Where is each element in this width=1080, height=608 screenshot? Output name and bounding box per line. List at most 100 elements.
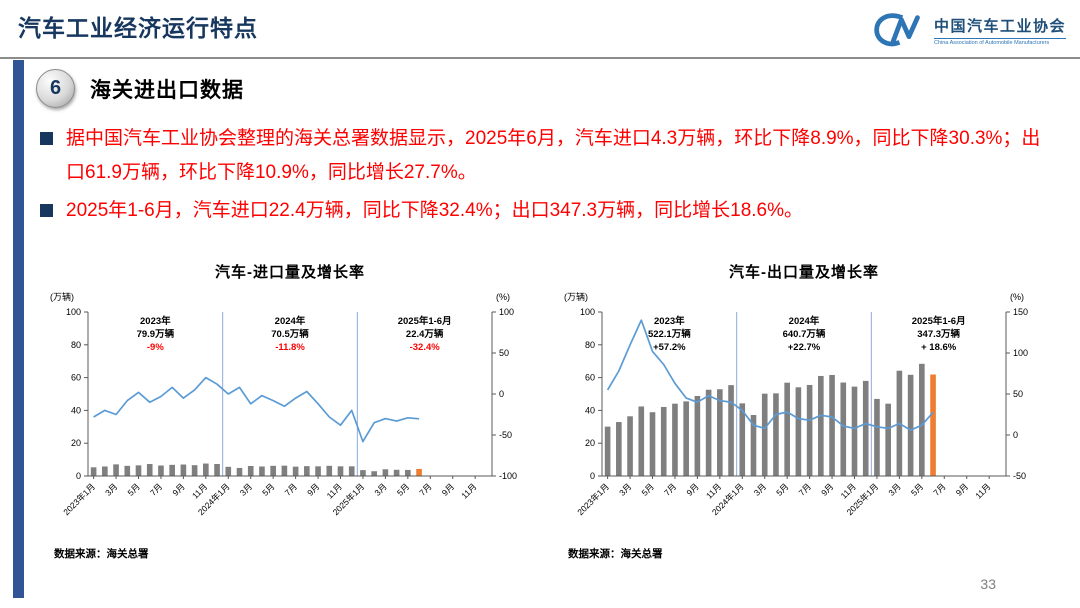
section-header: 6 海关进出口数据 (36, 69, 1080, 108)
left-accent-bar (13, 60, 24, 598)
bullet-item: 2025年1-6月，汽车进口22.4万辆，同比下降32.4%；出口347.3万辆… (40, 194, 1054, 228)
svg-text:9月: 9月 (305, 482, 321, 498)
svg-text:11月: 11月 (704, 482, 723, 501)
slide-body: 6 海关进出口数据 据中国汽车工业协会整理的海关总署数据显示，2025年6月，汽… (0, 59, 1080, 561)
svg-text:0: 0 (499, 389, 504, 399)
svg-text:11月: 11月 (839, 482, 858, 501)
svg-text:+57.2%: +57.2% (653, 342, 686, 353)
svg-text:-32.4%: -32.4% (410, 342, 441, 353)
svg-text:3月: 3月 (752, 482, 768, 498)
import-chart: 汽车-进口量及增长率 100 80 60 40 20 0 100 50 0 -50 -100 (万辆)… (40, 261, 540, 561)
svg-text:11月: 11月 (459, 482, 478, 501)
svg-text:347.3万辆: 347.3万辆 (917, 328, 960, 340)
svg-text:5月: 5月 (639, 482, 655, 498)
bullet-square-icon (40, 132, 53, 145)
svg-text:2025年1-6月: 2025年1-6月 (912, 315, 966, 327)
bullet-item: 据中国汽车工业协会整理的海关总署数据显示，2025年6月，汽车进口4.3万辆，环… (40, 122, 1054, 190)
svg-text:(万辆): (万辆) (564, 291, 588, 302)
svg-text:2025年1-6月: 2025年1-6月 (398, 315, 452, 327)
svg-text:100: 100 (1013, 348, 1028, 358)
export-chart: 汽车-出口量及增长率 100 80 60 40 20 0 150 100 50 0 -50 (万辆)(… (554, 261, 1054, 561)
svg-text:2023年1月: 2023年1月 (61, 482, 97, 518)
svg-text:9月: 9月 (684, 482, 700, 498)
header: 汽车工业经济运行特点 中国汽车工业协会 China Association of… (0, 0, 1080, 57)
svg-text:11月: 11月 (190, 482, 209, 501)
svg-text:3月: 3月 (238, 482, 254, 498)
svg-text:50: 50 (1013, 389, 1023, 399)
svg-text:5月: 5月 (260, 482, 276, 498)
logo-org-name-en: China Association of Automobile Manufact… (933, 37, 1066, 46)
logo-text: 中国汽车工业协会 China Association of Automobile… (933, 15, 1066, 46)
svg-text:(万辆): (万辆) (50, 291, 74, 302)
caam-logo: 中国汽车工业协会 China Association of Automobile… (870, 11, 1066, 49)
import-chart-title: 汽车-进口量及增长率 (215, 264, 365, 282)
svg-text:9月: 9月 (954, 482, 970, 498)
svg-text:9月: 9月 (819, 482, 835, 498)
svg-text:40: 40 (71, 406, 81, 416)
svg-text:2023年: 2023年 (654, 315, 685, 327)
svg-text:5月: 5月 (395, 482, 411, 498)
import-chart-canvas: 100 80 60 40 20 0 100 50 0 -50 -100 (万辆) (%) 2023年1月 3… (50, 291, 517, 518)
svg-text:-11.8%: -11.8% (275, 342, 305, 353)
section-number-badge: 6 (36, 69, 75, 108)
svg-text:+22.7%: +22.7% (788, 342, 821, 353)
svg-text:640.7万辆: 640.7万辆 (783, 328, 826, 340)
svg-text:3月: 3月 (886, 482, 902, 498)
caam-logo-icon (874, 13, 920, 47)
import-chart-source: 数据来源：海关总署 (54, 548, 149, 561)
svg-text:11月: 11月 (973, 482, 992, 501)
svg-text:7月: 7月 (662, 482, 678, 498)
svg-text:7月: 7月 (148, 482, 164, 498)
export-chart-title: 汽车-出口量及增长率 (729, 264, 879, 282)
svg-text:100: 100 (66, 307, 81, 317)
page-number: 33 (980, 576, 996, 592)
svg-text:2023年1月: 2023年1月 (575, 482, 611, 518)
svg-text:100: 100 (580, 307, 595, 317)
svg-text:9月: 9月 (170, 482, 186, 498)
svg-text:80: 80 (71, 340, 81, 350)
charts-row: 汽车-进口量及增长率 100 80 60 40 20 0 100 50 0 -50 -100 (万辆)… (40, 261, 1080, 561)
svg-text:7月: 7月 (417, 482, 433, 498)
svg-text:100: 100 (499, 307, 514, 317)
bullet-square-icon (40, 203, 53, 217)
svg-text:20: 20 (585, 439, 595, 449)
svg-text:2023年: 2023年 (140, 315, 171, 327)
svg-text:2024年: 2024年 (789, 315, 820, 327)
svg-text:70.5万辆: 70.5万辆 (271, 328, 309, 340)
svg-text:-50: -50 (499, 430, 512, 440)
svg-text:3月: 3月 (103, 482, 119, 498)
header-divider (0, 57, 1080, 59)
svg-text:80: 80 (585, 340, 595, 350)
svg-text:20: 20 (71, 439, 81, 449)
bullet-text: 2025年1-6月，汽车进口22.4万辆，同比下降32.4%；出口347.3万辆… (66, 199, 804, 221)
svg-text:2024年: 2024年 (275, 315, 306, 327)
svg-text:40: 40 (585, 406, 595, 416)
svg-text:5月: 5月 (909, 482, 925, 498)
svg-text:3月: 3月 (617, 482, 633, 498)
svg-text:7月: 7月 (283, 482, 299, 498)
svg-text:5月: 5月 (774, 482, 790, 498)
section-title: 海关进出口数据 (90, 78, 244, 102)
logo-org-name-cn: 中国汽车工业协会 (933, 17, 1066, 35)
page-title: 汽车工业经济运行特点 (18, 15, 258, 41)
svg-text:5月: 5月 (125, 482, 141, 498)
svg-text:50: 50 (499, 348, 509, 358)
export-chart-source: 数据来源：海关总署 (568, 548, 663, 561)
svg-text:150: 150 (1013, 307, 1028, 317)
svg-text:11月: 11月 (325, 482, 344, 501)
svg-text:0: 0 (1013, 430, 1018, 440)
svg-text:522.1万辆: 522.1万辆 (648, 328, 691, 340)
svg-text:-100: -100 (499, 471, 517, 481)
svg-text:9月: 9月 (440, 482, 456, 498)
svg-text:0: 0 (76, 471, 81, 481)
svg-text:-9%: -9% (147, 342, 164, 353)
svg-text:(%): (%) (496, 292, 510, 302)
svg-text:3月: 3月 (372, 482, 388, 498)
svg-text:-50: -50 (1013, 471, 1026, 481)
svg-text:(%): (%) (1010, 292, 1024, 302)
svg-text:7月: 7月 (797, 482, 813, 498)
bullet-text: 据中国汽车工业协会整理的海关总署数据显示，2025年6月，汽车进口4.3万辆，环… (66, 128, 1041, 183)
svg-text:79.9万辆: 79.9万辆 (137, 328, 175, 340)
